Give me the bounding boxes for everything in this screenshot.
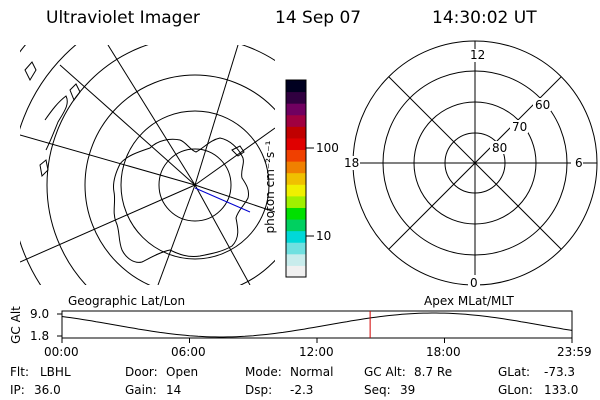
- mlt-label-18: 18: [344, 156, 360, 170]
- ip-value: 36.0: [34, 383, 61, 397]
- xtick-label-4: 23:59: [557, 345, 592, 359]
- gain-value: 14: [166, 383, 182, 397]
- colorbar-cell: [286, 265, 306, 278]
- colorbar-cell: [286, 230, 306, 243]
- glon-value: 133.0: [544, 383, 579, 397]
- colorbar-cell: [286, 126, 306, 139]
- xtick-label-3: 18:00: [426, 345, 461, 359]
- mlat-label-70: 70: [512, 120, 528, 134]
- gain-label: Gain:: [125, 383, 157, 397]
- colorbar-tick-label-10: 10: [316, 229, 332, 243]
- colorbar-cell: [286, 195, 306, 208]
- mode-label: Mode:: [245, 365, 282, 379]
- xtick-label-1: 06:00: [171, 345, 206, 359]
- colorbar-cell: [286, 114, 306, 127]
- colorbar-cell: [286, 103, 306, 116]
- door-label: Door:: [125, 365, 158, 379]
- mlat-label-80: 80: [492, 141, 508, 155]
- glon-label: GLon:: [498, 383, 533, 397]
- mlt-label-12: 12: [470, 48, 486, 62]
- door-value: Open: [166, 365, 199, 379]
- dsp-label: Dsp:: [245, 383, 273, 397]
- colorbar-cell: [286, 172, 306, 185]
- colorbar-cell: [286, 253, 306, 266]
- glat-value: -73.3: [544, 365, 576, 379]
- time-label: 14:30:02 UT: [432, 8, 537, 28]
- app-title: Ultraviolet Imager: [46, 8, 200, 28]
- colorbar-tick-label-100: 100: [316, 141, 339, 155]
- mlt-label-0: 0: [470, 276, 478, 290]
- geographic-map-caption: Geographic Lat/Lon: [68, 294, 186, 308]
- ytick-label-bottom: 1.8: [30, 329, 50, 343]
- dsp-value: -2.3: [290, 383, 314, 397]
- filter-label: Flt:: [10, 365, 29, 379]
- altitude-curve: [61, 312, 573, 338]
- colorbar-cell: [286, 219, 306, 232]
- ip-label: IP:: [10, 383, 25, 397]
- glat-label: GLat:: [498, 365, 531, 379]
- date-label: 14 Sep 07: [275, 8, 362, 28]
- filter-value: LBHL: [40, 365, 71, 379]
- colorbar-cell: [286, 242, 306, 255]
- seq-value: 39: [400, 383, 416, 397]
- magnetic-map-caption: Apex MLat/MLT: [424, 294, 514, 308]
- gcalt-value: 8.7 Re: [414, 365, 453, 379]
- colorbar-cell: [286, 149, 306, 162]
- mlt-label-6: 6: [575, 156, 583, 170]
- altitude-ylabel: GC Alt: [9, 306, 23, 344]
- gcalt-label: GC Alt:: [364, 365, 406, 379]
- colorbar-cell: [286, 137, 306, 151]
- colorbar-cell: [286, 80, 306, 93]
- colorbar-cell: [286, 207, 306, 220]
- ytick-label-top: 9.0: [30, 307, 50, 321]
- mlat-label-60: 60: [535, 98, 551, 112]
- xtick-label-2: 12:00: [299, 345, 334, 359]
- seq-label: Seq:: [364, 383, 391, 397]
- colorbar-cell: [286, 184, 306, 197]
- xtick-label-0: 00:00: [44, 345, 79, 359]
- mode-value: Normal: [290, 365, 334, 379]
- colorbar-cell: [286, 91, 306, 104]
- colorbar-cell: [286, 161, 306, 174]
